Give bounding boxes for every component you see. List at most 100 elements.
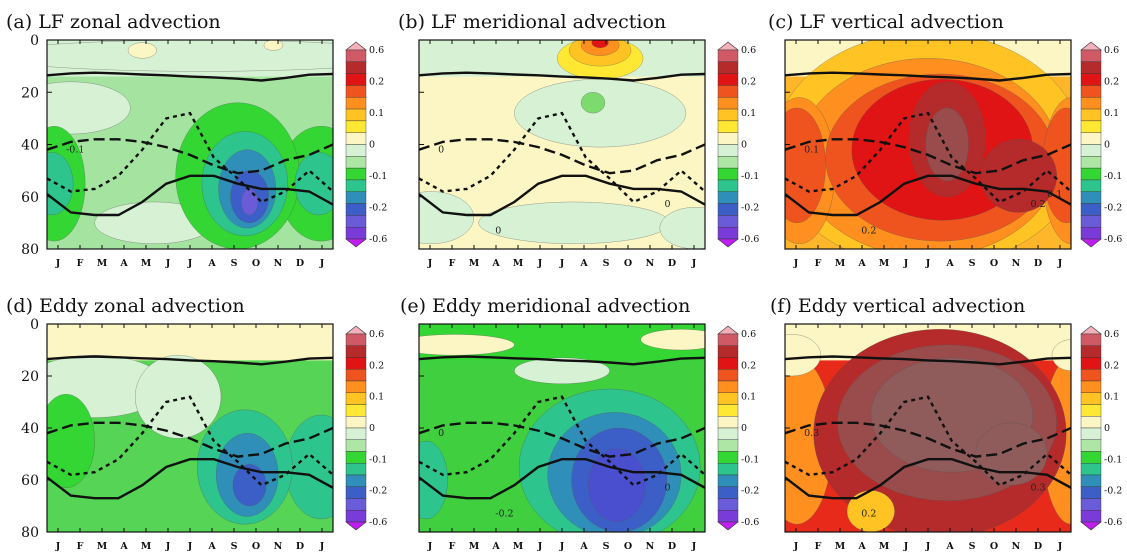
colorbar-label: -0.6	[1104, 234, 1122, 245]
x-tick-label: O	[252, 541, 260, 552]
colorbar-swatch	[1080, 463, 1102, 476]
colorbar-swatch	[1080, 380, 1102, 393]
x-tick-label: J	[319, 258, 325, 269]
y-tick-label: 0	[30, 33, 39, 49]
colorbar-swatch	[1080, 357, 1102, 370]
x-tick-label: J	[559, 541, 565, 552]
field-a: -0.1	[47, 40, 333, 249]
colorbar-label: 0.1	[369, 108, 384, 119]
colorbar-label: -0.1	[1104, 454, 1122, 465]
colorbar-label: -0.1	[1104, 171, 1122, 182]
colorbar-label: 0	[741, 423, 747, 434]
contour-region-7	[419, 440, 448, 520]
colorbar-swatch	[345, 203, 367, 216]
colorbar-label: -0.6	[1104, 517, 1122, 528]
x-tick-label: J	[793, 258, 799, 269]
field-d	[47, 324, 333, 532]
colorbar-swatch	[345, 108, 367, 122]
x-tick-label: M	[513, 258, 524, 269]
x-tick-label: M	[513, 541, 524, 552]
colorbar-swatch	[717, 97, 739, 110]
colorbar-label: 0.2	[741, 360, 756, 371]
colorbar-label: -0.6	[369, 517, 387, 528]
colorbar-swatch	[1080, 73, 1102, 86]
contour-label: 0.3	[1030, 482, 1045, 493]
x-tick-label: M	[469, 541, 480, 552]
contour-region-11	[241, 188, 259, 216]
colorbar-swatch	[1080, 156, 1102, 169]
colorbar-label: -0.6	[741, 517, 759, 528]
curve-short-dash	[419, 395, 705, 487]
colorbar-swatch	[345, 215, 367, 228]
colorbar-max-arrow	[1080, 325, 1102, 335]
colorbar-swatch	[345, 427, 367, 440]
panel-title: (d) Eddy zonal advection	[6, 295, 245, 317]
x-tick-label: N	[274, 541, 283, 552]
x-tick-label: J	[925, 258, 931, 269]
x-tick-label: A	[207, 258, 216, 269]
y-tick-label: 20	[21, 369, 39, 385]
x-tick-label: J	[427, 258, 433, 269]
contour-region-8	[580, 92, 606, 114]
panel-title: (f) Eddy vertical advection	[770, 295, 1025, 317]
contour-region-12	[127, 42, 157, 59]
field-c: 0.10.20.20.1	[785, 40, 1071, 249]
colorbar-swatch	[345, 132, 367, 145]
x-tick-label: D	[668, 258, 676, 269]
colorbar-label: 0.1	[741, 108, 756, 119]
x-tick-label: A	[945, 541, 954, 552]
colorbar-swatch	[717, 416, 739, 429]
contour-region-1	[134, 354, 222, 439]
colorbar-swatch	[717, 61, 739, 74]
contour-label: 0.2	[861, 508, 876, 519]
colorbar-swatch	[345, 416, 367, 429]
contour-region-2	[514, 357, 610, 384]
x-tick-label: A	[857, 258, 866, 269]
curve-bottom-solid	[785, 458, 1071, 500]
colorbar-min-arrow	[1080, 521, 1102, 531]
colorbar-swatch	[717, 510, 739, 523]
colorbar-swatch	[1080, 215, 1102, 228]
colorbar-swatch	[1080, 416, 1102, 429]
contour-label: 0	[664, 482, 670, 493]
x-tick-label: N	[274, 258, 283, 269]
colorbar-swatch	[717, 203, 739, 216]
x-tick-label: J	[1057, 258, 1063, 269]
y-tick-label: 20	[21, 85, 39, 101]
colorbar-swatch	[1080, 392, 1102, 405]
colorbar-swatch	[1080, 486, 1102, 499]
colorbar-swatch	[717, 463, 739, 476]
colorbar-min-arrow	[717, 238, 739, 248]
colorbar-swatch	[717, 474, 739, 487]
colorbar-label: -0.1	[369, 454, 387, 465]
colorbar-swatch	[717, 427, 739, 440]
colorbar-label: -0.6	[369, 234, 387, 245]
colorbar-swatch	[1080, 203, 1102, 216]
x-tick-label: J	[187, 258, 193, 269]
colorbar-label: 0.6	[1104, 329, 1119, 340]
contour-label: 0.1	[804, 144, 819, 155]
colorbar-label: 0	[1104, 140, 1110, 151]
colorbar-label: 0.2	[1104, 360, 1119, 371]
colorbar-swatch	[717, 108, 739, 122]
panel-title: (b) LF meridional advection	[398, 11, 666, 33]
contour-region-6	[478, 201, 670, 244]
colorbar: 0.6 0.2 0.1 0 -0.1 -0.2 -0.6	[345, 325, 387, 531]
x-tick-label: N	[646, 258, 655, 269]
colorbar-swatch	[717, 451, 739, 464]
colorbar-label: -0.2	[741, 203, 759, 214]
x-tick-label: A	[945, 258, 954, 269]
colorbar: 0.6 0.2 0.1 0 -0.1 -0.2 -0.6	[345, 41, 387, 248]
x-tick-label: S	[603, 258, 610, 269]
x-tick-label: J	[559, 258, 565, 269]
colorbar-label: -0.1	[741, 171, 759, 182]
colorbar-swatch	[717, 404, 739, 417]
colorbar-swatch	[1080, 179, 1102, 192]
curve-top-solid	[47, 71, 333, 82]
y-tick-label: 60	[21, 473, 39, 489]
x-tick-label: J	[165, 541, 171, 552]
colorbar-label: 0.2	[1104, 77, 1119, 88]
